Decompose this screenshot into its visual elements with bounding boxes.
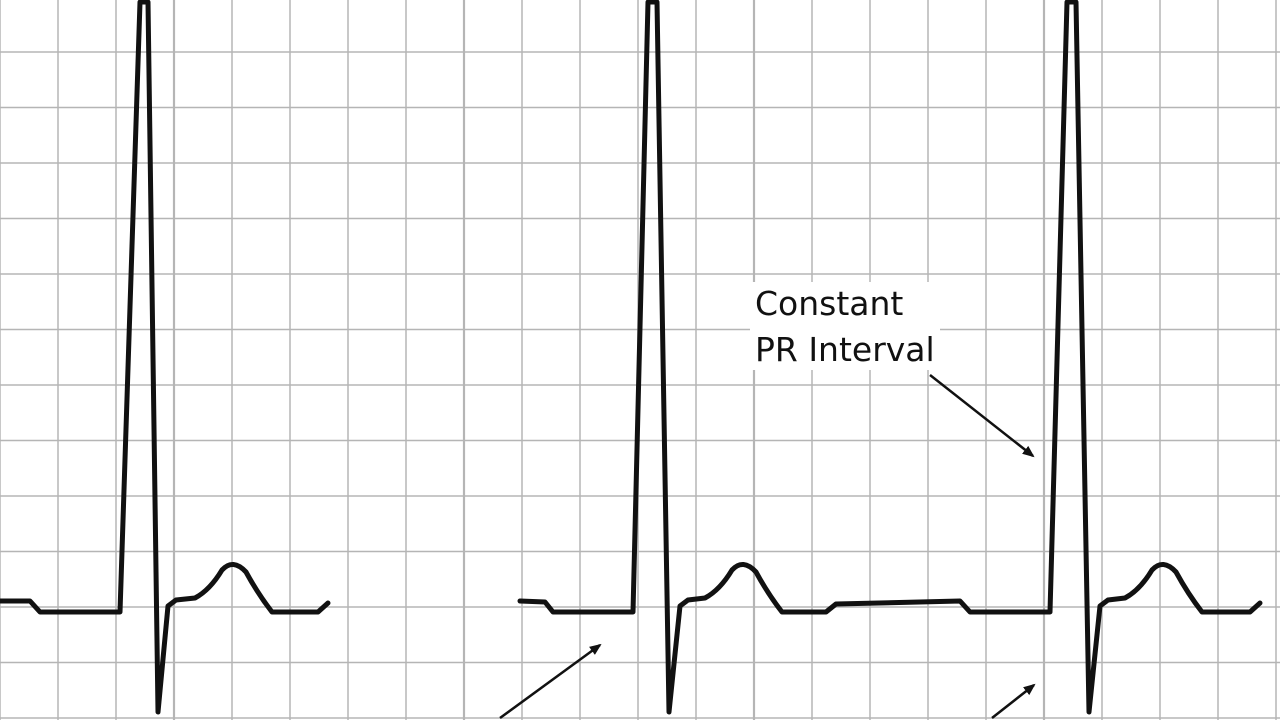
annotation-line: Constant <box>755 284 903 323</box>
ecg-trace <box>517 0 1263 715</box>
arrow <box>929 374 1035 458</box>
arrow <box>499 643 602 720</box>
label-background <box>750 282 940 370</box>
arrow <box>991 683 1036 719</box>
annotation-line: PR Interval <box>755 330 935 369</box>
ecg-trace <box>0 0 331 715</box>
